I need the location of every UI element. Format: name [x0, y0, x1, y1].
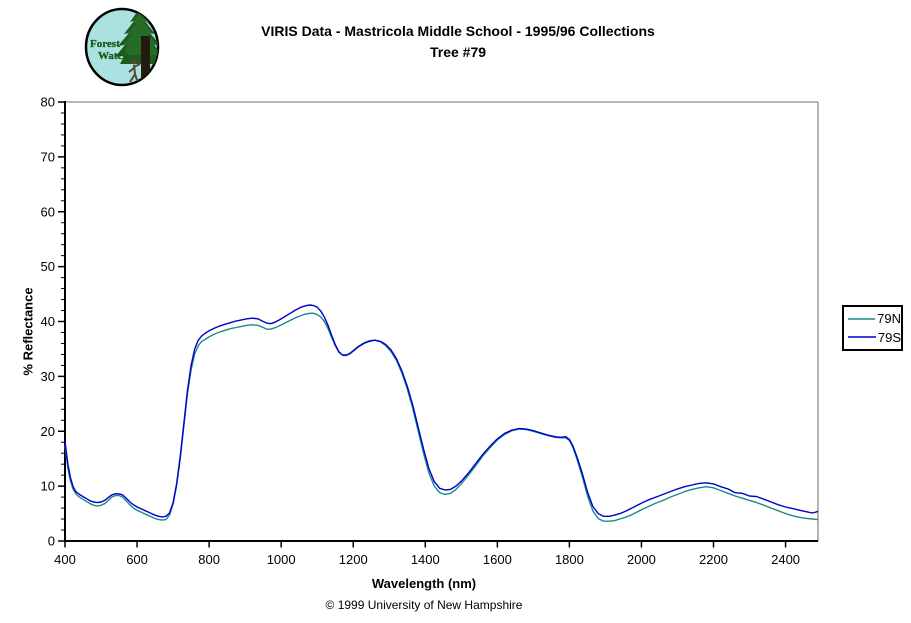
x-tick-label-1800: 1800 [555, 552, 584, 567]
legend-label-79n: 79N [877, 311, 901, 327]
legend: 79N 79S [842, 305, 903, 351]
x-tick-label-2000: 2000 [627, 552, 656, 567]
legend-item-79s: 79S [844, 331, 901, 344]
x-tick-label-400: 400 [54, 552, 76, 567]
y-tick-label-20: 20 [41, 424, 55, 439]
x-tick-label-2200: 2200 [699, 552, 728, 567]
y-axis-title: % Reflectance [20, 287, 36, 376]
chart-title-line1: VIRIS Data - Mastricola Middle School - … [261, 23, 655, 39]
y-tick-label-70: 70 [41, 149, 55, 164]
y-tick-label-10: 10 [41, 479, 55, 494]
y-tick-label-0: 0 [48, 534, 55, 549]
legend-label-79s: 79S [877, 329, 901, 345]
legend-swatch-79s [848, 336, 876, 338]
x-tick-label-1200: 1200 [339, 552, 368, 567]
copyright-text: © 1999 University of New Hampshire [325, 598, 523, 612]
x-axis-title: Wavelength (nm) [371, 576, 477, 591]
legend-swatch-79n [848, 318, 876, 320]
logo-tree [115, 9, 158, 85]
logo-text-forest: Forest [90, 38, 120, 50]
forest-watch-logo: Forest Watch [84, 7, 160, 87]
x-tick-label-1000: 1000 [267, 552, 296, 567]
y-tick-label-50: 50 [41, 259, 55, 274]
x-tick-label-800: 800 [198, 552, 220, 567]
series-line-79N [64, 312, 819, 522]
series-line-79S [64, 304, 819, 518]
legend-item-79n: 79N [844, 312, 901, 325]
x-tick-label-1600: 1600 [483, 552, 512, 567]
y-tick-label-40: 40 [41, 314, 55, 329]
logo-text-watch: Watch [98, 50, 129, 62]
y-tick-label-30: 30 [41, 369, 55, 384]
x-tick-label-2400: 2400 [771, 552, 800, 567]
y-tick-label-80: 80 [41, 95, 55, 110]
chart-title-block: VIRIS Data - Mastricola Middle School - … [103, 21, 813, 63]
chart-title-line2: Tree #79 [429, 44, 487, 60]
x-tick-label-1400: 1400 [411, 552, 440, 567]
x-tick-label-600: 600 [126, 552, 148, 567]
y-tick-label-60: 60 [41, 204, 55, 219]
